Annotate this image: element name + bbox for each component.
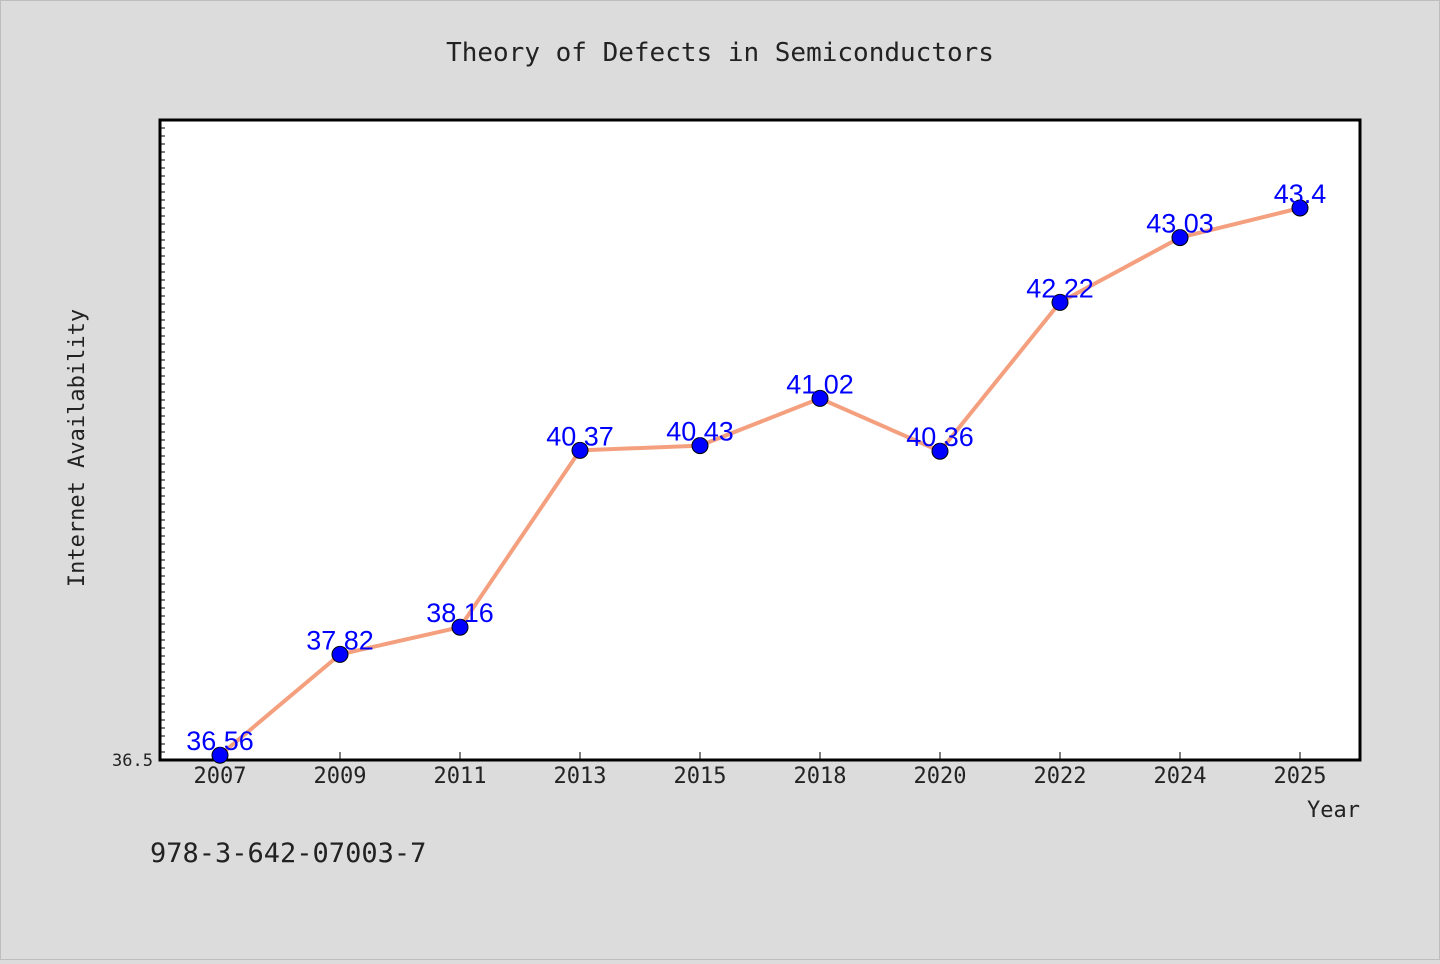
x-axis-label: Year [1307,798,1360,823]
y-tick-label: 36.5 [112,751,153,771]
x-axis-tick-labels: 2007 2009 2011 2013 2015 2018 2020 2022 2024 2025 [194,764,1327,789]
series-markers [211,199,1309,764]
x-tick-label: 2024 [1154,764,1207,789]
data-point-marker [331,645,349,663]
data-label: 40.37 [546,421,614,451]
data-point-marker [931,442,949,460]
data-label: 41.02 [786,369,854,399]
data-point-marker [571,441,589,459]
data-label: 43.03 [1146,209,1214,239]
data-label: 40.43 [666,417,734,447]
data-labels: 36.56 37.82 38.16 40.37 40.43 41.02 40.36 42.22… [186,179,1326,756]
y-axis-label: Internet Availability [65,309,90,587]
data-point-marker [1051,293,1069,311]
chart-title: Theory of Defects in Semiconductors [446,38,994,68]
data-label: 36.56 [186,726,254,756]
data-point-marker [811,389,829,407]
data-point-marker [691,437,709,455]
data-label: 42.22 [1026,273,1094,303]
x-tick-label: 2007 [194,764,247,789]
data-label: 40.36 [906,422,974,452]
x-tick-label: 2025 [1274,764,1327,789]
data-label: 43.4 [1274,179,1327,209]
x-tick-label: 2009 [314,764,367,789]
data-point-marker [1171,229,1189,247]
isbn-text: 978-3-642-07003-7 [150,838,426,869]
x-tick-label: 2020 [914,764,967,789]
x-tick-label: 2015 [674,764,727,789]
x-tick-label: 2011 [434,764,487,789]
data-point-marker [211,746,229,764]
series-line [218,206,1301,757]
x-tick-label: 2022 [1034,764,1087,789]
data-label: 37.82 [306,625,374,655]
data-point-marker [451,618,469,636]
plot-area [158,118,1362,762]
x-tick-label: 2013 [554,764,607,789]
data-point-marker [1291,199,1309,217]
y-axis-ticks [160,127,165,753]
data-label: 38.16 [426,598,494,628]
x-tick-label: 2018 [794,764,847,789]
